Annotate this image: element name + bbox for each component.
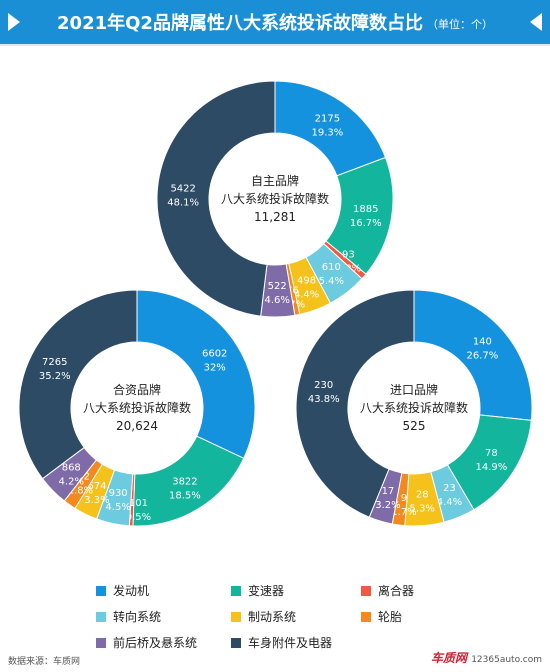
- slice-value-label: 2175: [315, 113, 340, 124]
- slice-percent-label: 4.2%: [59, 476, 84, 487]
- header-left-arrow-icon: [8, 13, 20, 31]
- slice-percent-label: 48.1%: [167, 197, 199, 208]
- legend-label: 转向系统: [113, 610, 162, 624]
- donut-center-line: 八大系统投诉故障数: [83, 400, 191, 415]
- slice-percent-label: 0.5%: [126, 512, 151, 523]
- slice-percent-label: 26.7%: [466, 350, 498, 361]
- slice-value-label: 3822: [172, 477, 197, 488]
- slice-value-label: 674: [87, 481, 106, 492]
- slice-value-label: 101: [129, 498, 148, 509]
- legend-swatch: [361, 585, 371, 596]
- slice-percent-label: 14.9%: [475, 462, 507, 473]
- legend-item: 发动机: [96, 582, 231, 599]
- donut-slice-2-1: [136, 289, 256, 459]
- legend-swatch: [96, 637, 106, 648]
- donut-slice-1-8: [156, 80, 276, 317]
- slice-value-label: 78: [485, 448, 498, 459]
- legend-swatch: [96, 611, 106, 622]
- slice-percent-label: 43.8%: [308, 394, 340, 405]
- legend-label: 车身附件及电器: [248, 636, 333, 650]
- legend-label: 发动机: [113, 584, 150, 598]
- legend-item: 车身附件及电器: [231, 634, 361, 651]
- slice-value-label: 28: [416, 490, 429, 501]
- donut-center-line: 525: [403, 419, 426, 433]
- donut-center-line: 20,624: [116, 419, 158, 433]
- slice-percent-label: 3.3%: [84, 495, 109, 506]
- slice-value-label: 6602: [202, 349, 227, 360]
- slice-percent-label: 4.4%: [437, 497, 462, 508]
- slice-value-label: 7265: [42, 357, 67, 368]
- slice-percent-label: 32%: [204, 363, 226, 374]
- legend-label: 离合器: [378, 584, 415, 598]
- donut-center-line: 进口品牌: [390, 383, 438, 397]
- legend-item: 转向系统: [96, 608, 231, 625]
- brand-logo-url: 12365auto.com: [471, 655, 542, 665]
- slice-percent-label: 4.6%: [264, 295, 289, 306]
- slice-percent-label: 18.5%: [169, 491, 201, 502]
- legend-label: 变速器: [248, 584, 285, 598]
- legend-label: 前后桥及悬系统: [113, 636, 198, 650]
- slice-value-label: 23: [443, 483, 456, 494]
- donut-center-line: 合资品牌: [113, 382, 161, 397]
- legend-label: 制动系统: [248, 610, 297, 624]
- legend-label: 轮胎: [378, 610, 403, 624]
- slice-percent-label: 16.7%: [350, 218, 382, 229]
- legend-swatch: [231, 611, 241, 622]
- brand-logo-text: 车质网: [430, 651, 467, 665]
- slice-percent-label: 3.2%: [375, 500, 400, 511]
- slice-percent-label: 1.8%: [68, 485, 93, 496]
- slice-value-label: 930: [109, 488, 128, 499]
- donut-slice-3-1: [413, 289, 533, 421]
- donut-chart-3: 140 26.7% 78 14.9% 23 4.4% 28 5.3%9 1.7% 17 3.2% 23…: [295, 289, 533, 527]
- slice-percent-label: 35.2%: [39, 371, 71, 382]
- legend-swatch: [96, 585, 106, 596]
- slice-value-label: 17: [382, 486, 395, 497]
- slice-value-label: 522: [268, 281, 287, 292]
- brand-logo: 车质网 12365auto.com: [431, 649, 542, 666]
- slice-value-label: 230: [314, 380, 333, 391]
- slice-value-label: 76: [286, 285, 299, 296]
- slice-value-label: 1885: [353, 204, 378, 215]
- legend-item: 轮胎: [361, 608, 501, 625]
- legend-swatch: [231, 585, 241, 596]
- slice-value-label: 9: [401, 493, 407, 504]
- legend-item: 前后桥及悬系统: [96, 634, 231, 651]
- donut-chart-1: 217519.3%188516.7%930.8%6105.4%4984.4%76…: [156, 80, 394, 318]
- chart-title: 2021年Q2品牌属性八大系统投诉故障数占比: [57, 13, 423, 34]
- slice-value-label: 140: [473, 336, 492, 347]
- slice-value-label: 5422: [170, 183, 195, 194]
- legend-item: 离合器: [361, 582, 501, 599]
- donut-center-line: 自主品牌: [251, 174, 299, 188]
- slice-percent-label: 4.4%: [294, 289, 319, 300]
- header-divider: [0, 44, 550, 46]
- legend-item: 变速器: [231, 582, 361, 599]
- chart-legend: 发动机 变速器 离合器转向系统 制动系统 轮胎前后桥及悬系统 车身附件及电器: [96, 582, 536, 651]
- header-right-arrow-icon: [530, 13, 542, 31]
- donut-chart-2: 660232%382218.5%1010.5%9304.5%6743.3%362…: [18, 289, 256, 527]
- donut-center-line: 八大系统投诉故障数: [221, 191, 329, 206]
- slice-percent-label: 4.5%: [105, 502, 130, 513]
- donut-center-line: 八大系统投诉故障数: [360, 400, 468, 415]
- donut-charts: 217519.3%188516.7%930.8%6105.4%4984.4%76…: [18, 80, 533, 527]
- slice-percent-label: 5.4%: [319, 276, 344, 287]
- chart-unit: （单位：个）: [426, 18, 493, 31]
- chart-header: 2021年Q2品牌属性八大系统投诉故障数占比 （单位：个）: [0, 0, 550, 44]
- data-source: 数据来源：车质网: [8, 657, 81, 667]
- slice-percent-label: 5.3%: [410, 504, 435, 515]
- slice-percent-label: 19.3%: [311, 127, 343, 138]
- donut-slice-2-8: [18, 289, 138, 480]
- slice-value-label: 868: [62, 462, 81, 473]
- legend-swatch: [361, 611, 371, 622]
- donut-slice-3-8: [295, 289, 415, 518]
- slice-value-label: 93: [342, 249, 355, 260]
- legend-swatch: [231, 637, 241, 648]
- slice-value-label: 610: [322, 262, 341, 273]
- slice-percent-label: 1.7%: [391, 507, 416, 518]
- donut-center-line: 11,281: [254, 210, 296, 224]
- slice-value-label: 498: [297, 275, 316, 286]
- legend-item: 制动系统: [231, 608, 361, 625]
